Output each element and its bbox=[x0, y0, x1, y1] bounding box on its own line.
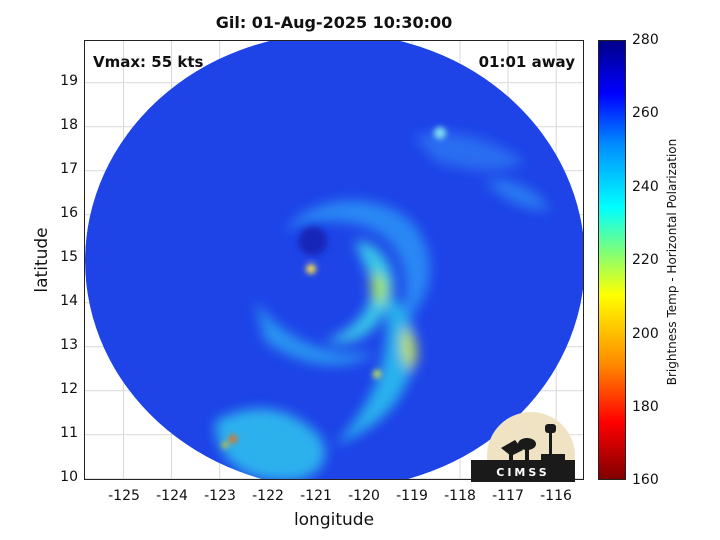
vmax-label: Vmax: 55 kts bbox=[93, 53, 204, 71]
x-axis-label: longitude bbox=[293, 510, 375, 530]
y-tick-label: 18 bbox=[60, 117, 78, 133]
colorbar-tick-label: 220 bbox=[632, 252, 659, 268]
microwave-image bbox=[85, 41, 583, 479]
x-tick-label: -119 bbox=[396, 488, 428, 504]
y-tick-label: 19 bbox=[60, 73, 78, 89]
x-tick-label: -123 bbox=[204, 488, 236, 504]
y-tick-label: 14 bbox=[60, 293, 78, 309]
x-tick-label: -121 bbox=[300, 488, 332, 504]
y-tick-label: 16 bbox=[60, 205, 78, 221]
plot-title: Gil: 01-Aug-2025 10:30:00 bbox=[215, 13, 453, 32]
swath-image bbox=[85, 41, 583, 479]
x-tick-label: -122 bbox=[252, 488, 284, 504]
colorbar-label: Brightness Temp - Horizontal Polarizatio… bbox=[665, 138, 679, 386]
colorbar-tick-label: 260 bbox=[632, 105, 659, 121]
y-tick-label: 17 bbox=[60, 161, 78, 177]
map-panel: Vmax: 55 kts 01:01 away bbox=[84, 40, 584, 480]
cimss-logo: CIMSS bbox=[471, 412, 575, 482]
logo-text: CIMSS bbox=[496, 466, 549, 479]
colorbar-tick-label: 240 bbox=[632, 179, 659, 195]
colorbar-tick-label: 160 bbox=[632, 472, 659, 488]
y-axis-label: latitude bbox=[32, 227, 52, 293]
x-tick-label: -120 bbox=[348, 488, 380, 504]
x-tick-label: -117 bbox=[492, 488, 524, 504]
colorbar-tick-label: 280 bbox=[632, 32, 659, 48]
colorbar bbox=[598, 40, 626, 480]
colorbar-tick-label: 200 bbox=[632, 326, 659, 342]
colorbar-tick-label: 180 bbox=[632, 399, 659, 415]
y-tick-label: 12 bbox=[60, 381, 78, 397]
y-tick-label: 10 bbox=[60, 469, 78, 485]
y-tick-label: 15 bbox=[60, 249, 78, 265]
x-tick-label: -124 bbox=[156, 488, 188, 504]
x-tick-label: -118 bbox=[444, 488, 476, 504]
y-tick-label: 11 bbox=[60, 425, 78, 441]
y-tick-label: 13 bbox=[60, 337, 78, 353]
x-tick-label: -116 bbox=[540, 488, 572, 504]
x-tick-label: -125 bbox=[108, 488, 140, 504]
time-away-label: 01:01 away bbox=[478, 53, 575, 71]
